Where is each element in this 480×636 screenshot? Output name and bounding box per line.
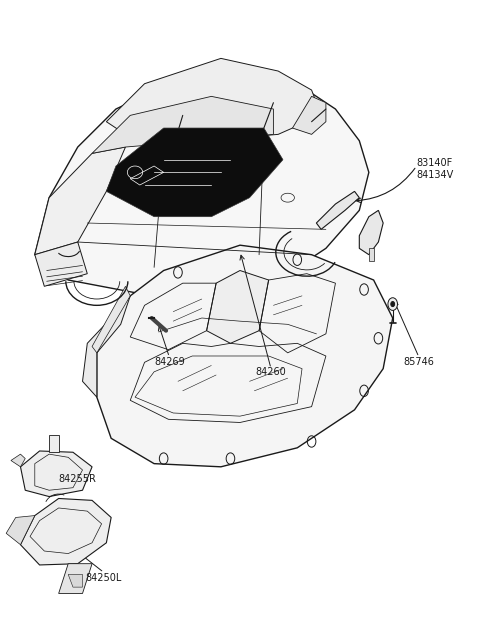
Polygon shape <box>35 71 369 299</box>
Text: 84250L: 84250L <box>86 572 122 583</box>
Polygon shape <box>21 451 92 497</box>
Circle shape <box>391 301 395 307</box>
Polygon shape <box>49 435 59 452</box>
Text: 83140F
84134V: 83140F 84134V <box>417 158 454 180</box>
Polygon shape <box>11 454 25 467</box>
Polygon shape <box>107 128 283 217</box>
FancyArrowPatch shape <box>356 169 415 203</box>
Polygon shape <box>21 499 111 565</box>
Polygon shape <box>92 286 130 353</box>
Polygon shape <box>59 563 92 593</box>
Polygon shape <box>292 97 326 134</box>
Circle shape <box>388 298 397 310</box>
Polygon shape <box>35 147 125 254</box>
Polygon shape <box>369 248 373 261</box>
Polygon shape <box>107 59 321 141</box>
Polygon shape <box>83 296 130 397</box>
Text: 85746: 85746 <box>404 357 434 368</box>
Polygon shape <box>97 245 393 467</box>
Polygon shape <box>92 97 274 153</box>
Polygon shape <box>206 270 269 343</box>
Polygon shape <box>316 191 360 230</box>
Text: 84269: 84269 <box>154 357 185 368</box>
Polygon shape <box>35 242 87 286</box>
Polygon shape <box>360 211 383 254</box>
Text: 84260: 84260 <box>256 367 287 377</box>
Polygon shape <box>6 516 35 544</box>
Text: 84255R: 84255R <box>59 474 96 485</box>
Polygon shape <box>68 574 83 587</box>
